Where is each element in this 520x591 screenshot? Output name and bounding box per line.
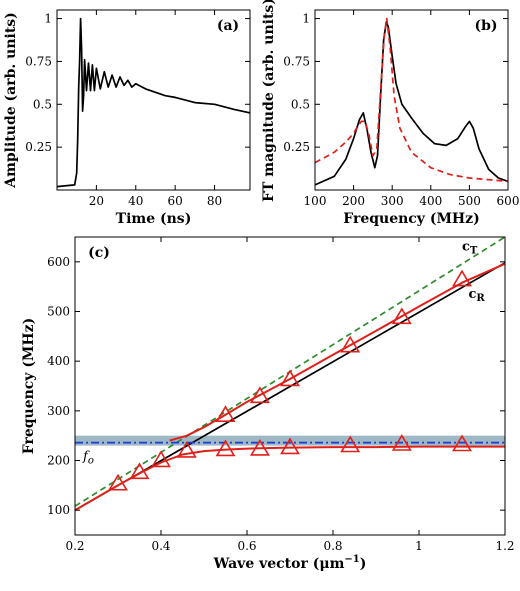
- y-tick-label: 100: [47, 503, 70, 517]
- x-axis-title-text: Time (ns): [116, 211, 192, 227]
- data-point-marker: [176, 440, 197, 458]
- y-axis-title: Frequency (MHz): [21, 318, 37, 455]
- x-tick-label: 1.2: [495, 539, 514, 553]
- y-tick-label: 0.25: [25, 140, 52, 154]
- x-tick-label: 20: [89, 194, 104, 208]
- data-point-marker: [452, 269, 472, 287]
- panel-1: 100 200 300 400 500 600 0.25 0.5 0.75 1 Frequency …: [261, 0, 519, 227]
- y-tick-label: 0.75: [25, 54, 52, 68]
- y-tick-label: 0.25: [283, 140, 310, 154]
- data-point-marker: [249, 386, 270, 404]
- plot-frame: [56, 9, 251, 191]
- y-axis-title: FT magnitude (arb. units): [261, 0, 277, 202]
- x-tick-label: 0.8: [323, 539, 342, 553]
- x-tick-label: 200: [342, 194, 365, 208]
- y-tick-label: 1: [302, 12, 310, 26]
- data-point-marker: [129, 462, 150, 480]
- x-tick-label: 80: [207, 194, 222, 208]
- x-tick-label: 0.6: [237, 539, 256, 553]
- x-tick-label: 300: [381, 194, 404, 208]
- x-axis-title-end: ): [360, 556, 367, 572]
- data-point-marker: [249, 439, 270, 456]
- x-tick-label: 0.2: [65, 539, 84, 553]
- x-axis-title-sup: −1: [344, 554, 359, 565]
- x-tick-label: 1: [415, 539, 423, 553]
- y-tick-label: 0.5: [291, 97, 310, 111]
- panel-2: 0.2 0.4 0.6 0.8 1 1.2 100 200 300 400 500 600 Wave v…: [21, 236, 515, 572]
- cr-label: cR: [468, 287, 485, 304]
- y-tick-label: 300: [47, 404, 70, 418]
- data-point-marker: [151, 450, 171, 468]
- y-tick-label: 400: [47, 354, 70, 368]
- y-tick-label: 0.75: [283, 54, 310, 68]
- x-tick-label: 400: [419, 194, 442, 208]
- data-point-marker: [340, 335, 361, 353]
- x-tick-label: 40: [128, 194, 143, 208]
- panel-label: (b): [474, 18, 497, 34]
- plot-frame: [314, 9, 509, 191]
- data-point-marker: [280, 437, 300, 455]
- x-axis-title: Time (ns): [116, 211, 192, 227]
- series-line-4: [75, 445, 505, 512]
- plot-area: [57, 17, 250, 188]
- x-axis-title: Wave vector (μm−1): [213, 554, 367, 572]
- x-tick-label: 500: [458, 194, 481, 208]
- x-axis-title-text: Frequency (MHz): [343, 211, 480, 227]
- data-point-marker: [215, 439, 236, 457]
- panel-0: 20 40 60 80 0.25 0.5 0.75 1 Time (ns) Amplitude (…: [3, 9, 251, 227]
- y-tick-label: 500: [47, 305, 70, 319]
- data-point-marker: [108, 473, 128, 491]
- fo-label: fo: [82, 450, 94, 467]
- data-point-marker: [391, 434, 412, 451]
- ct-label: cT: [462, 240, 478, 257]
- panel-label: (c): [88, 245, 110, 261]
- x-tick-label: 60: [168, 194, 183, 208]
- y-tick-label: 600: [47, 255, 70, 269]
- y-axis-title: Amplitude (arb. units): [3, 12, 19, 189]
- plot-area: [315, 17, 508, 186]
- x-tick-label: 600: [497, 194, 520, 208]
- series-line-1: [315, 17, 508, 183]
- series-line-3: [169, 262, 505, 442]
- x-axis-title: Frequency (MHz): [343, 211, 480, 227]
- series-line-0: [315, 21, 508, 186]
- data-point-marker: [215, 405, 236, 423]
- x-tick-label: 100: [304, 194, 327, 208]
- data-point-marker: [452, 434, 472, 452]
- plot-frame: [74, 236, 506, 536]
- data-point-marker: [280, 369, 300, 387]
- series-line-0: [57, 17, 250, 188]
- data-point-marker: [340, 435, 361, 453]
- data-point-marker: [391, 307, 412, 325]
- plot-area: [75, 237, 505, 512]
- y-tick-label: 0.5: [33, 97, 52, 111]
- x-axis-title-text: Wave vector (μm: [213, 556, 345, 572]
- panel-label: (a): [217, 18, 239, 34]
- y-tick-label: 200: [47, 454, 70, 468]
- y-tick-label: 1: [44, 12, 52, 26]
- x-tick-label: 0.4: [151, 539, 170, 553]
